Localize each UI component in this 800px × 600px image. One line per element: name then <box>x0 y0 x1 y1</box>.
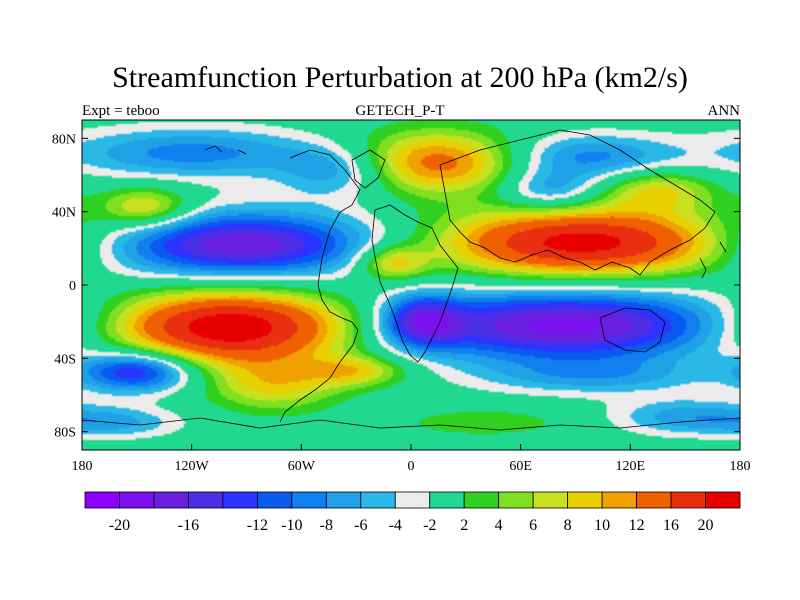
coastline-greenland <box>351 149 386 189</box>
colorbar-box <box>429 491 465 509</box>
colorbar-box <box>256 491 293 509</box>
colorbar-box <box>636 491 672 509</box>
colorbar-label: -12 <box>247 517 268 534</box>
colorbar-label: 12 <box>629 517 645 534</box>
colorbar-box <box>567 491 603 509</box>
y-tick-label: 40N <box>52 206 76 221</box>
streamfunction-field <box>82 120 740 450</box>
colorbar-box <box>532 491 569 509</box>
colorbar-label: -10 <box>281 517 302 534</box>
coastlines <box>81 129 741 431</box>
colorbar-box <box>153 491 189 509</box>
colorbar-box <box>394 491 431 509</box>
x-tick-label: 120W <box>175 459 210 474</box>
y-tick-label: 0 <box>69 279 76 294</box>
colorbar-label: 10 <box>594 517 610 534</box>
colorbar-box <box>84 491 120 509</box>
plot-area <box>81 119 741 451</box>
coastline-americas <box>279 149 361 423</box>
colorbar-label: 6 <box>529 517 537 534</box>
coastline-eurasia <box>439 129 716 276</box>
x-tick-label: 180 <box>72 459 93 474</box>
y-tick-label: 40S <box>54 352 76 367</box>
colorbar-box <box>705 491 741 509</box>
colorbar-label: 8 <box>564 517 572 534</box>
colorbar-label: -16 <box>178 517 199 534</box>
colorbar-label: -8 <box>320 517 333 534</box>
x-axis-ticks: 180 120W 60W 0 60E 120E 180 <box>72 444 751 474</box>
coastline-antarctica <box>81 417 741 431</box>
colorbar-box <box>291 491 327 509</box>
colorbar-label: 16 <box>663 517 679 534</box>
colorbar-box <box>188 491 224 509</box>
x-tick-label: 60E <box>509 459 532 474</box>
colorbar-label: -20 <box>109 517 130 534</box>
coastline-europe-africa <box>371 204 459 363</box>
experiment-label: Expt = teboo <box>82 103 160 119</box>
colorbar-label: 4 <box>495 517 503 534</box>
colorbar-box <box>222 491 258 509</box>
colorbar-label: -4 <box>389 517 402 534</box>
colorbar-label: 2 <box>460 517 468 534</box>
colorbar-box <box>463 491 500 509</box>
y-tick-label: 80S <box>54 426 76 441</box>
colorbar-box <box>601 491 637 509</box>
y-tick-label: 80N <box>52 132 76 147</box>
chart-title: Streamfunction Perturbation at 200 hPa (… <box>112 61 688 94</box>
x-tick-label: 60W <box>288 459 316 474</box>
colorbar-box <box>325 491 362 509</box>
coastline-australia <box>599 307 666 353</box>
colorbar-label: -2 <box>423 517 436 534</box>
y-axis-ticks: 80N 40N 0 40S 80S <box>52 132 740 441</box>
colorbar-box <box>119 491 155 509</box>
x-tick-label: 0 <box>408 459 415 474</box>
colorbar: -20 -16 -12 -10 -8 -6 -4 -2 2 4 6 8 10 12 16 20 <box>84 491 741 534</box>
x-tick-label: 120E <box>616 459 646 474</box>
model-label: GETECH_P-T <box>355 103 445 119</box>
colorbar-box <box>360 491 396 509</box>
coastline-islands <box>204 145 727 279</box>
colorbar-box <box>498 491 534 509</box>
season-label: ANN <box>707 103 741 119</box>
colorbar-label: 20 <box>698 517 714 534</box>
x-tick-label: 180 <box>730 459 751 474</box>
colorbar-label: -6 <box>354 517 367 534</box>
colorbar-box <box>670 491 706 509</box>
